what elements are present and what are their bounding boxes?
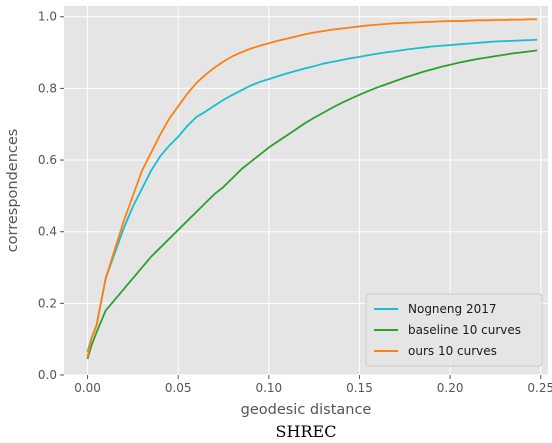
x-tick-label: 0.00 — [74, 381, 101, 395]
x-tick-label: 0.15 — [346, 381, 373, 395]
legend-label: ours 10 curves — [408, 344, 497, 358]
y-axis-label: correspondences — [5, 129, 21, 253]
y-tick-label: 0.4 — [38, 225, 57, 239]
x-tick-label: 0.05 — [165, 381, 192, 395]
series-line-1 — [86, 49, 538, 360]
y-tick-label: 1.0 — [38, 10, 57, 24]
x-axis-ticks: 0.00 0.05 0.10 0.15 0.20 0.25 — [74, 375, 552, 395]
x-tick-label: 0.20 — [437, 381, 464, 395]
grid — [64, 6, 548, 376]
series-lines — [86, 18, 538, 360]
series-line-0 — [86, 38, 538, 352]
y-tick-label: 0.2 — [38, 296, 57, 310]
legend: Nogneng 2017 baseline 10 curves ours 10 cu… — [365, 293, 543, 367]
x-tick-label: 0.10 — [255, 381, 282, 395]
series-line-2 — [86, 18, 538, 358]
figure-caption: SHREC — [276, 422, 337, 441]
y-tick-label: 0.8 — [38, 81, 57, 95]
y-tick-label: 0.6 — [38, 153, 57, 167]
y-tick-label: 0.0 — [38, 368, 57, 382]
x-axis-label: geodesic distance — [241, 402, 372, 418]
y-axis-ticks: 0.0 0.2 0.4 0.6 0.8 1.0 — [38, 10, 64, 382]
x-tick-label: 0.25 — [527, 381, 552, 395]
legend-label: baseline 10 curves — [408, 323, 521, 337]
legend-box — [365, 293, 543, 367]
legend-label: Nogneng 2017 — [408, 302, 497, 316]
